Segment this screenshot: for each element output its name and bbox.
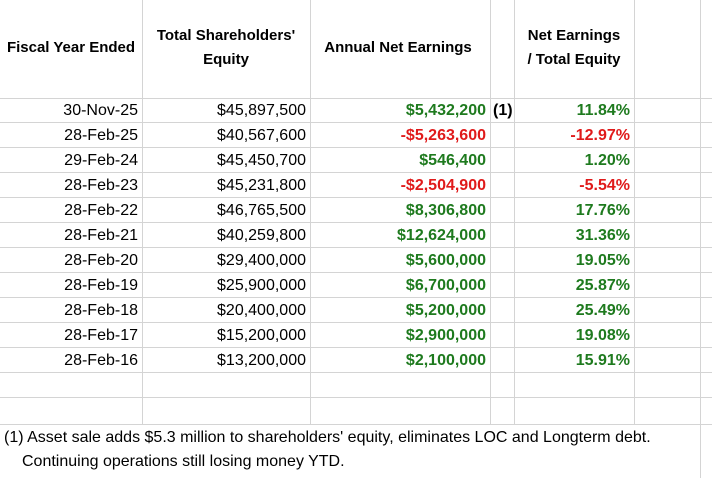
header-total-equity-line2[interactable]: Equity — [203, 51, 249, 68]
row-earnings[interactable]: $12,624,000 — [397, 227, 486, 244]
row-earnings[interactable]: -$2,504,900 — [400, 177, 486, 194]
gridline — [0, 122, 712, 123]
header-annual-net-earnings[interactable]: Annual Net Earnings — [324, 39, 472, 56]
gridline — [514, 0, 515, 424]
row-equity[interactable]: $29,400,000 — [217, 252, 306, 269]
header-total-equity-line1[interactable]: Total Shareholders' — [156, 27, 296, 44]
row-equity[interactable]: $45,231,800 — [217, 177, 306, 194]
row-earnings[interactable]: $6,700,000 — [405, 277, 486, 294]
row-ratio[interactable]: 25.49% — [575, 302, 630, 319]
row-ratio[interactable]: 11.84% — [576, 102, 630, 119]
gridline — [0, 272, 712, 273]
row-date[interactable]: 28-Feb-17 — [64, 327, 138, 344]
gridline — [0, 147, 712, 148]
row-earnings[interactable]: $5,200,000 — [405, 302, 486, 319]
gridline — [700, 0, 701, 478]
row-date[interactable]: 28-Feb-21 — [64, 227, 138, 244]
row-date[interactable]: 28-Feb-18 — [64, 302, 138, 319]
gridline — [0, 397, 712, 398]
header-ratio-line2[interactable]: / Total Equity — [527, 51, 621, 68]
row-ratio[interactable]: 19.08% — [575, 327, 630, 344]
header-ratio-line1[interactable]: Net Earnings — [527, 27, 621, 44]
row-earnings[interactable]: $2,100,000 — [405, 352, 486, 369]
footnote-line1[interactable]: (1) Asset sale adds $5.3 million to shar… — [4, 429, 651, 446]
footnote-line2[interactable]: Continuing operations still losing money… — [22, 453, 345, 470]
row-equity[interactable]: $20,400,000 — [217, 302, 306, 319]
row-ratio[interactable]: -5.54% — [579, 177, 630, 194]
row-ratio[interactable]: -12.97% — [570, 127, 630, 144]
row-ratio[interactable]: 17.76% — [575, 202, 630, 219]
row-date[interactable]: 28-Feb-16 — [64, 352, 138, 369]
row-ratio[interactable]: 25.87% — [575, 277, 630, 294]
row-earnings[interactable]: $5,432,200 — [405, 102, 486, 119]
gridline — [0, 197, 712, 198]
gridline — [0, 372, 712, 373]
row-earnings[interactable]: $8,306,800 — [405, 202, 486, 219]
row-equity[interactable]: $13,200,000 — [217, 352, 306, 369]
row-earnings[interactable]: $546,400 — [419, 152, 486, 169]
gridline — [142, 0, 143, 424]
gridline — [0, 347, 712, 348]
gridline — [0, 172, 712, 173]
row-ratio[interactable]: 15.91% — [575, 352, 630, 369]
row-date[interactable]: 28-Feb-25 — [64, 127, 138, 144]
gridline — [0, 247, 712, 248]
gridline — [310, 0, 311, 424]
row-earnings[interactable]: $2,900,000 — [405, 327, 486, 344]
row-equity[interactable]: $45,897,500 — [217, 102, 306, 119]
header-fiscal-year-ended[interactable]: Fiscal Year Ended — [6, 39, 136, 56]
gridline — [0, 222, 712, 223]
row-date[interactable]: 28-Feb-22 — [64, 202, 138, 219]
row-ratio[interactable]: 1.20% — [584, 152, 630, 169]
gridline — [0, 424, 712, 425]
row-footnote-ref[interactable]: (1) — [493, 102, 513, 119]
gridline — [490, 0, 491, 424]
row-date[interactable]: 28-Feb-20 — [64, 252, 138, 269]
row-ratio[interactable]: 31.36% — [575, 227, 630, 244]
gridline — [0, 322, 712, 323]
row-ratio[interactable]: 19.05% — [575, 252, 630, 269]
row-date[interactable]: 28-Feb-19 — [64, 277, 138, 294]
row-equity[interactable]: $25,900,000 — [217, 277, 306, 294]
row-equity[interactable]: $46,765,500 — [217, 202, 306, 219]
row-date[interactable]: 30-Nov-25 — [63, 102, 138, 119]
gridline — [0, 98, 712, 99]
row-equity[interactable]: $45,450,700 — [217, 152, 306, 169]
row-equity[interactable]: $40,567,600 — [217, 127, 306, 144]
row-equity[interactable]: $40,259,800 — [217, 227, 306, 244]
row-date[interactable]: 28-Feb-23 — [64, 177, 138, 194]
row-equity[interactable]: $15,200,000 — [217, 327, 306, 344]
gridline — [0, 297, 712, 298]
row-date[interactable]: 29-Feb-24 — [64, 152, 138, 169]
row-earnings[interactable]: $5,600,000 — [405, 252, 486, 269]
gridline — [634, 0, 635, 424]
row-earnings[interactable]: -$5,263,600 — [400, 127, 486, 144]
